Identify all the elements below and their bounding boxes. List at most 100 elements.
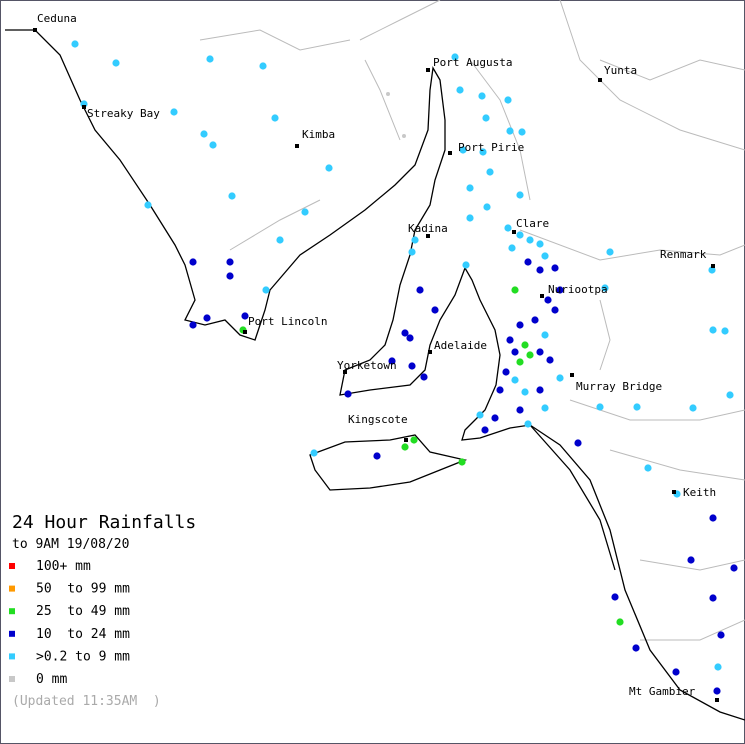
station-dot <box>466 214 474 222</box>
station-dot <box>709 594 717 602</box>
station-dot <box>601 284 609 292</box>
legend-swatch <box>9 653 15 660</box>
town-marker <box>570 373 574 377</box>
station-dot <box>486 168 494 176</box>
station-dot <box>203 314 211 322</box>
place-label: Streaky Bay <box>87 107 160 120</box>
station-dot <box>556 286 564 294</box>
station-dot <box>714 663 722 671</box>
station-dot <box>536 266 544 274</box>
town-marker <box>426 68 430 72</box>
town-marker <box>295 144 299 148</box>
station-dot <box>420 373 428 381</box>
town-marker <box>448 151 452 155</box>
legend-label: 25 to 49 mm <box>36 604 130 619</box>
station-dot <box>516 191 524 199</box>
station-dot <box>709 514 717 522</box>
station-dot <box>541 331 549 339</box>
station-dot <box>451 53 459 61</box>
station-dot <box>411 236 419 244</box>
station-dot <box>458 458 466 466</box>
station-dot <box>479 148 487 156</box>
station-dot <box>200 130 208 138</box>
place-label: Renmark <box>660 248 707 261</box>
place-label: Nuriootpa <box>548 283 608 296</box>
rivers <box>199 0 745 641</box>
station-dot <box>71 40 79 48</box>
station-dot <box>491 414 499 422</box>
station-dot <box>521 341 529 349</box>
station-dot <box>373 452 381 460</box>
station-dot <box>189 258 197 266</box>
legend-swatch <box>9 563 15 569</box>
station-dot <box>632 644 640 652</box>
station-dot <box>241 312 249 320</box>
station-dot <box>516 321 524 329</box>
station-dot <box>551 306 559 314</box>
station-dot <box>504 224 512 232</box>
legend-label: 50 to 99 mm <box>36 582 130 597</box>
place-label: Clare <box>516 217 549 230</box>
town-marker <box>426 234 430 238</box>
place-label: Keith <box>683 486 716 499</box>
station-dot <box>112 59 120 67</box>
place-label: Murray Bridge <box>576 380 662 393</box>
town-marker <box>715 698 719 702</box>
place-label: Kimba <box>302 128 335 141</box>
station-dot <box>271 114 279 122</box>
station-dot <box>541 252 549 260</box>
station-dot <box>459 146 467 154</box>
station-dot <box>476 411 484 419</box>
station-dot <box>596 403 604 411</box>
station-dot <box>611 593 619 601</box>
stations <box>71 40 738 695</box>
station-dot <box>516 358 524 366</box>
station-dot <box>717 631 725 639</box>
legend-subtitle: to 9AM 19/08/20 <box>12 537 129 552</box>
place-label: Yorketown <box>337 359 397 372</box>
station-dot <box>518 128 526 136</box>
station-dot <box>644 464 652 472</box>
place-label: Adelaide <box>434 339 487 352</box>
town-marker <box>404 438 408 442</box>
place-label: Ceduna <box>37 12 77 25</box>
station-dot <box>726 391 734 399</box>
place-label: Port Augusta <box>433 56 512 69</box>
station-dot <box>502 368 510 376</box>
station-dot <box>462 261 470 269</box>
town-marker <box>33 28 37 32</box>
station-dot <box>616 618 624 626</box>
town-marker <box>711 264 715 268</box>
station-dot <box>672 668 680 676</box>
station-dot <box>506 336 514 344</box>
station-dot <box>606 248 614 256</box>
station-dot <box>504 96 512 104</box>
station-dot <box>536 386 544 394</box>
station-dot <box>511 376 519 384</box>
legend-swatch <box>9 608 15 615</box>
legend-title: 24 Hour Rainfalls <box>12 512 196 533</box>
legend: 24 Hour Rainfalls to 9AM 19/08/20 (Updat… <box>9 512 196 709</box>
station-dot <box>325 164 333 172</box>
town-marker <box>428 350 432 354</box>
town-marker <box>343 370 347 374</box>
place-label: Port Lincoln <box>248 315 327 328</box>
town-marker <box>598 78 602 82</box>
station-dot <box>209 141 217 149</box>
station-dot <box>721 327 729 335</box>
station-dot <box>508 244 516 252</box>
station-dot <box>574 439 582 447</box>
town-marker <box>672 490 676 494</box>
station-dot <box>206 55 214 63</box>
station-dot <box>478 92 486 100</box>
station-dot <box>226 272 234 280</box>
station-dot <box>633 403 641 411</box>
station-dot <box>516 231 524 239</box>
legend-label: 0 mm <box>36 672 67 687</box>
station-dot <box>144 201 152 209</box>
station-dot <box>483 203 491 211</box>
station-dot <box>456 86 464 94</box>
station-dot <box>401 329 409 337</box>
station-dot <box>388 357 396 365</box>
place-label: Kadina <box>408 222 448 235</box>
